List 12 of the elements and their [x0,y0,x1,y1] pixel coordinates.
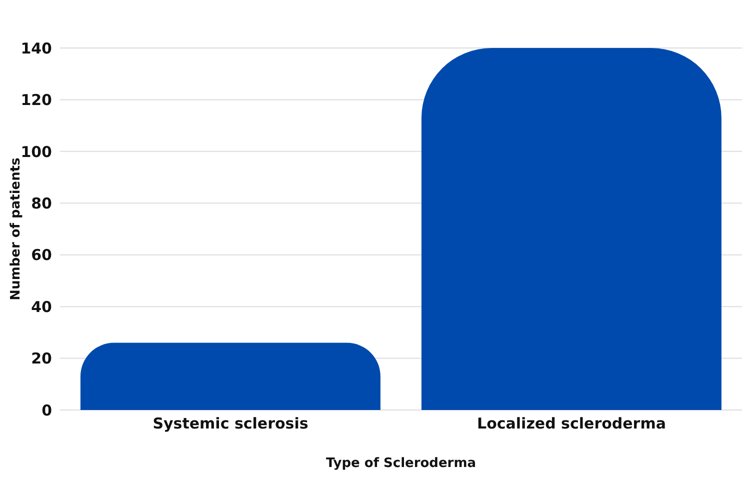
y-tick-label: 80 [31,194,52,212]
y-tick-label: 20 [31,350,52,368]
y-tick-label: 60 [31,246,52,264]
y-axis-title: Number of patients [8,157,24,300]
y-tick-label: 0 [42,401,52,420]
y-tick-label: 100 [20,142,52,161]
x-tick-label: Localized scleroderma [477,414,666,433]
y-tick-label: 120 [20,91,52,110]
x-tick-label: Systemic sclerosis [152,414,308,433]
y-tick-label: 40 [31,298,52,316]
y-tick-label: 140 [20,39,52,58]
x-axis-title: Type of Scleroderma [326,456,476,471]
